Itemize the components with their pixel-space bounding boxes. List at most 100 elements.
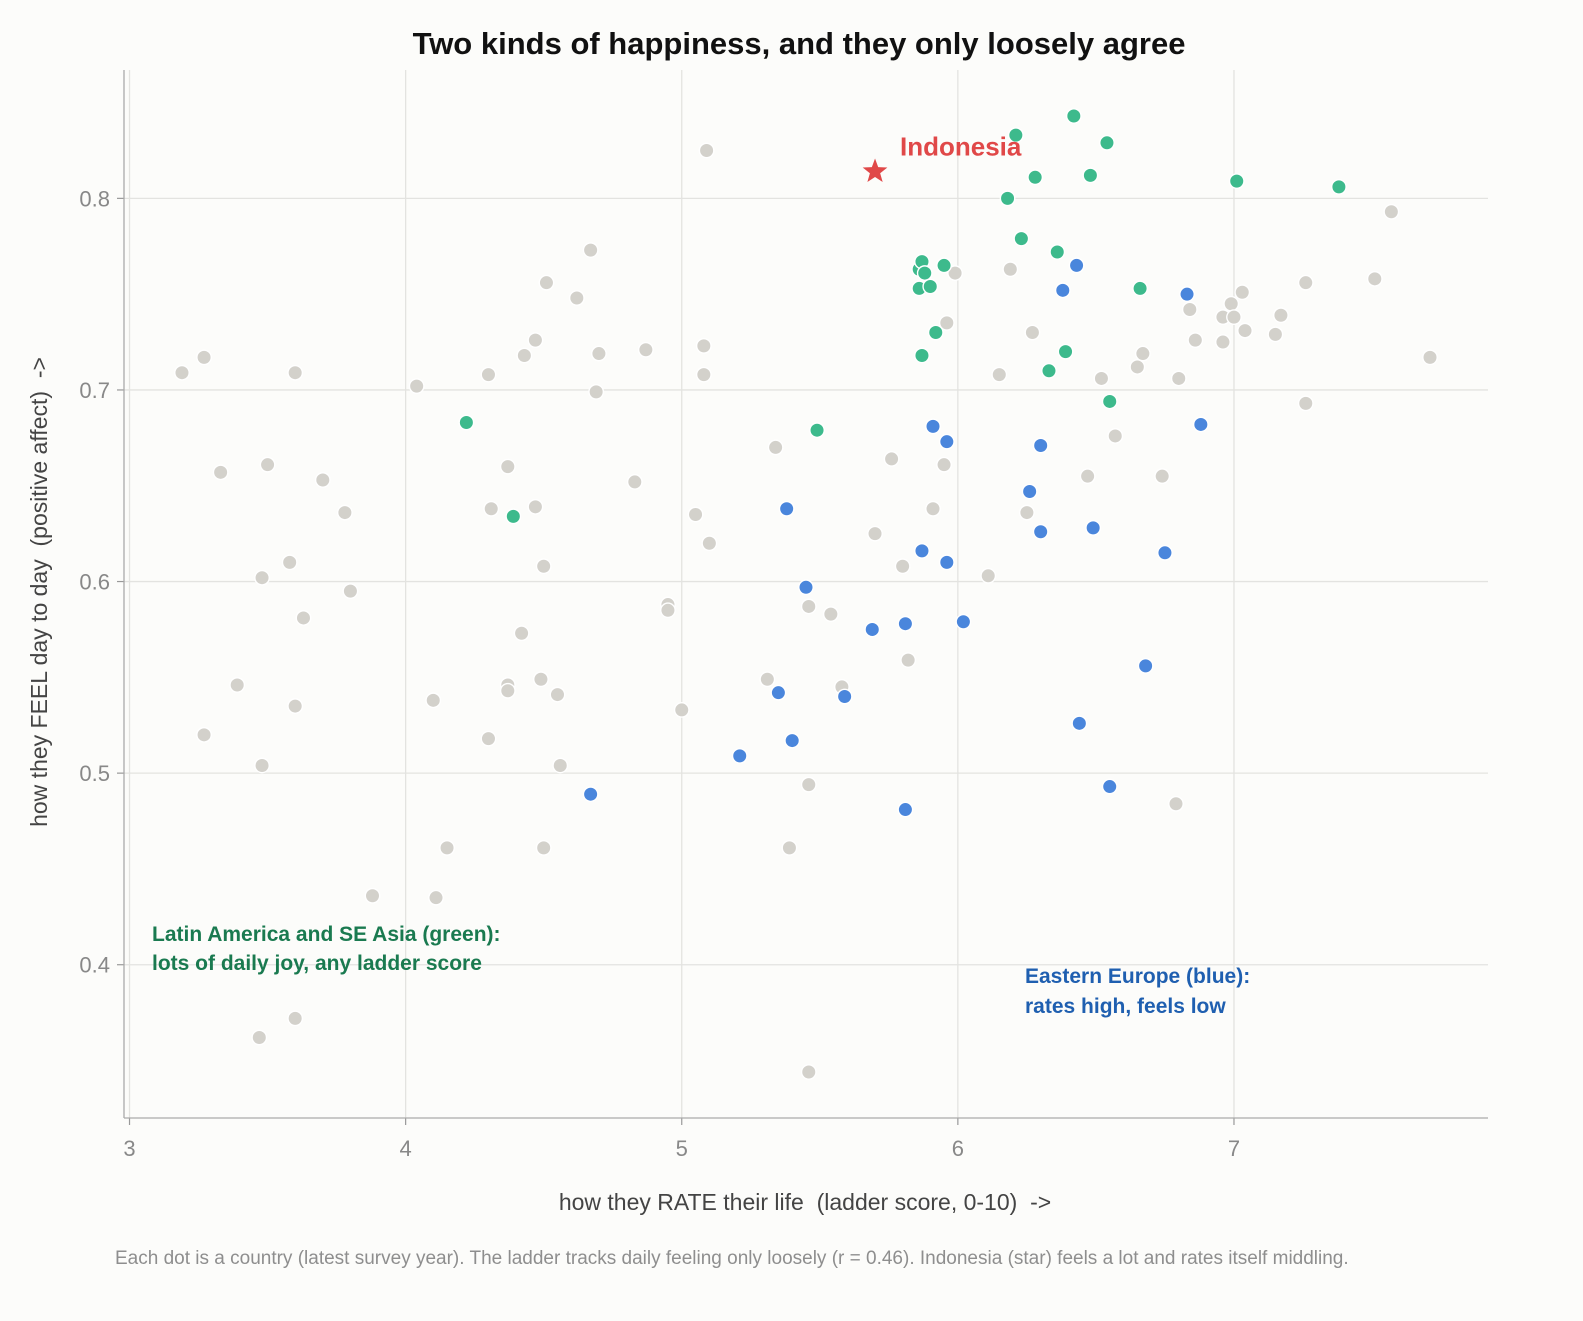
annotation-blue-line-1: Eastern Europe (blue):	[1025, 965, 1250, 988]
y-tick-label: 0.7	[79, 378, 110, 403]
point-other	[1267, 326, 1284, 343]
x-tick-label: 5	[676, 1136, 688, 1161]
point-other	[588, 383, 605, 400]
point-green	[1228, 173, 1245, 190]
point-other	[1129, 359, 1146, 375]
point-other	[591, 345, 607, 362]
point-other	[281, 554, 298, 571]
point-other	[259, 456, 276, 473]
point-other	[1002, 261, 1019, 278]
point-other	[287, 1010, 304, 1027]
point-other	[499, 682, 516, 699]
annotation-green-line-2: lots of daily joy, any ladder score	[152, 952, 482, 975]
point-other	[342, 583, 359, 600]
point-other	[800, 1064, 817, 1080]
point-other	[480, 366, 497, 383]
point-other	[364, 887, 381, 904]
point-other	[687, 506, 704, 523]
point-other	[980, 567, 997, 584]
point-other	[947, 265, 964, 281]
y-tick-label: 0.4	[79, 953, 110, 978]
point-blue	[836, 688, 853, 705]
point-other	[1187, 332, 1204, 349]
point-other	[1018, 504, 1035, 521]
point-other	[552, 757, 569, 774]
point-other	[938, 314, 955, 331]
point-green	[927, 324, 944, 341]
point-green	[999, 190, 1016, 207]
point-other	[212, 464, 229, 481]
highlight-layer: Indonesia	[862, 132, 1022, 183]
point-other	[1107, 428, 1124, 444]
point-other	[533, 671, 549, 688]
point-other	[637, 341, 654, 358]
point-other	[251, 1029, 268, 1046]
point-other	[535, 839, 552, 856]
point-other	[499, 458, 516, 475]
point-other	[535, 558, 552, 575]
point-other	[425, 692, 442, 709]
point-other	[439, 839, 455, 856]
point-green	[922, 278, 939, 295]
point-green	[914, 347, 930, 364]
point-blue	[1021, 483, 1038, 500]
point-green	[1027, 169, 1044, 186]
point-other	[527, 332, 544, 349]
point-other	[174, 364, 190, 381]
annotation-blue-line-2: rates high, feels low	[1025, 995, 1226, 1018]
point-green	[936, 257, 952, 274]
point-other	[254, 757, 270, 774]
x-tick-label: 6	[952, 1136, 964, 1161]
y-tick-label: 0.6	[79, 570, 110, 595]
point-other	[1234, 284, 1251, 301]
point-blue	[798, 579, 814, 596]
point-blue	[938, 554, 955, 571]
point-blue	[1032, 437, 1049, 454]
point-green	[1049, 244, 1066, 260]
point-other	[336, 504, 353, 521]
point-blue	[864, 621, 881, 638]
point-blue	[1085, 520, 1102, 536]
point-other	[229, 677, 246, 693]
point-green	[1132, 280, 1148, 297]
point-blue	[897, 615, 914, 632]
point-other	[1297, 395, 1314, 412]
point-green	[1007, 127, 1024, 144]
point-green	[505, 508, 522, 525]
point-other	[1366, 270, 1383, 287]
data-points	[174, 108, 1438, 1080]
highlight-label: Indonesia	[900, 132, 1022, 162]
point-other	[1273, 307, 1289, 324]
point-other	[800, 598, 817, 615]
point-blue	[731, 747, 748, 764]
point-other	[767, 439, 784, 456]
point-blue	[1071, 715, 1088, 732]
chart-title: Two kinds of happiness, and they only lo…	[413, 26, 1186, 61]
point-blue	[897, 801, 914, 818]
point-other	[701, 535, 718, 552]
point-other	[800, 776, 817, 793]
point-other	[1154, 468, 1171, 485]
annotation-green: Latin America and SE Asia (green): lots …	[152, 923, 506, 975]
point-other	[1093, 370, 1110, 387]
y-tick-label: 0.5	[79, 761, 110, 786]
point-other	[196, 726, 212, 743]
point-other	[867, 525, 883, 542]
point-other	[1297, 274, 1314, 291]
point-other	[295, 610, 312, 626]
point-other	[254, 569, 270, 586]
point-other	[483, 500, 500, 517]
point-other	[1383, 203, 1400, 220]
point-blue	[582, 786, 599, 803]
point-other	[936, 456, 952, 473]
point-other	[1134, 345, 1151, 362]
point-other	[287, 364, 304, 381]
x-tick-label: 4	[400, 1136, 412, 1161]
point-blue	[938, 433, 955, 450]
point-other	[673, 702, 690, 718]
point-other	[568, 290, 585, 306]
point-other	[781, 839, 798, 856]
point-green	[1041, 362, 1057, 379]
point-blue	[1068, 257, 1085, 274]
annotation-blue: Eastern Europe (blue): rates high, feels…	[1025, 965, 1256, 1018]
